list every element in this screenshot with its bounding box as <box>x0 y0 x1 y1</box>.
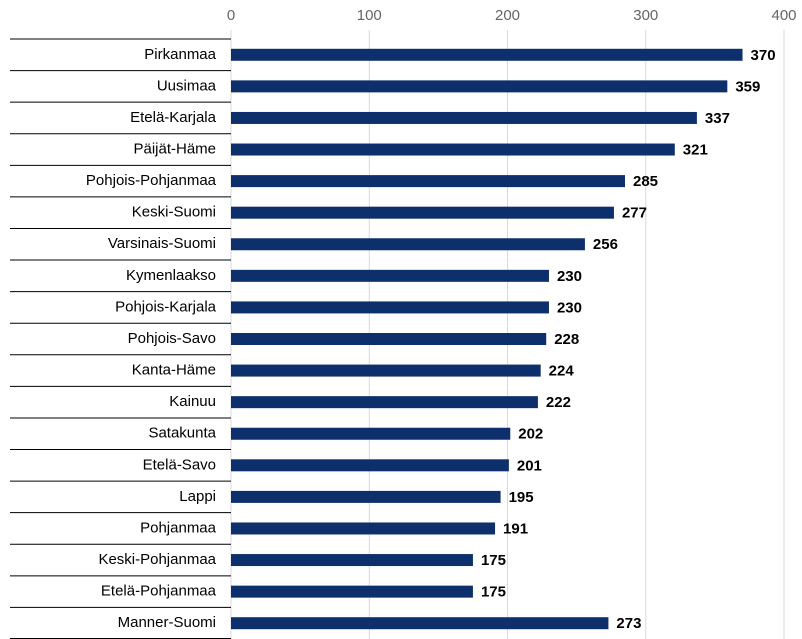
value-label: 256 <box>593 236 618 253</box>
value-label: 175 <box>481 584 506 601</box>
value-label: 195 <box>509 489 534 506</box>
value-label: 277 <box>622 205 647 222</box>
value-label: 230 <box>557 268 582 285</box>
bar <box>231 80 728 93</box>
value-label: 370 <box>751 47 776 64</box>
value-label: 230 <box>557 299 582 316</box>
x-tick-label: 100 <box>357 7 382 24</box>
y-tick-label: Pohjois-Karjala <box>115 298 217 315</box>
y-tick-label: Keski-Suomi <box>132 204 216 221</box>
bar <box>231 522 496 535</box>
bar <box>231 490 501 503</box>
x-tick-label: 400 <box>771 7 796 24</box>
bar <box>231 617 609 630</box>
y-tick-label: Kymenlaakso <box>126 267 216 284</box>
y-tick-label: Pohjanmaa <box>140 519 217 536</box>
bar <box>231 238 585 251</box>
value-label: 321 <box>683 141 708 158</box>
y-tick-label: Etelä-Savo <box>143 456 216 473</box>
y-tick-label: Päijät-Häme <box>133 140 216 157</box>
y-tick-label: Pohjois-Savo <box>128 330 216 347</box>
value-label: 191 <box>503 520 528 537</box>
y-tick-label: Kanta-Häme <box>132 362 216 379</box>
y-tick-label: Satakunta <box>148 425 216 442</box>
bar <box>231 48 743 61</box>
y-tick-label: Keski-Pohjanmaa <box>98 551 216 568</box>
bar <box>231 175 626 188</box>
value-label: 359 <box>735 78 760 95</box>
y-tick-label: Pirkanmaa <box>144 46 216 63</box>
value-label: 175 <box>481 552 506 569</box>
value-label: 273 <box>616 615 641 632</box>
bar <box>231 364 541 377</box>
value-label: 222 <box>546 394 571 411</box>
value-label: 228 <box>554 331 579 348</box>
y-tick-label: Etelä-Karjala <box>130 109 217 126</box>
value-label: 201 <box>517 457 542 474</box>
bar <box>231 427 511 440</box>
y-tick-label: Varsinais-Suomi <box>108 235 216 252</box>
value-label: 285 <box>633 173 658 190</box>
value-label: 202 <box>518 426 543 443</box>
bar <box>231 459 509 472</box>
bar <box>231 396 538 409</box>
x-tick-label: 300 <box>633 7 658 24</box>
bar <box>231 143 675 156</box>
bar <box>231 269 549 282</box>
y-tick-label: Lappi <box>179 488 216 505</box>
value-label: 337 <box>705 110 730 127</box>
bar <box>231 301 549 314</box>
y-tick-label: Kainuu <box>169 393 216 410</box>
bar <box>231 111 697 124</box>
bar <box>231 585 473 598</box>
x-tick-label: 200 <box>495 7 520 24</box>
value-label: 224 <box>549 363 575 380</box>
x-tick-label: 0 <box>227 7 235 24</box>
bar <box>231 333 547 345</box>
y-tick-label: Uusimaa <box>157 77 217 94</box>
y-tick-label: Etelä-Pohjanmaa <box>101 583 217 600</box>
y-tick-label: Manner-Suomi <box>118 614 216 631</box>
y-tick-label: Pohjois-Pohjanmaa <box>86 172 217 189</box>
bar <box>231 206 614 219</box>
bar <box>231 554 473 567</box>
